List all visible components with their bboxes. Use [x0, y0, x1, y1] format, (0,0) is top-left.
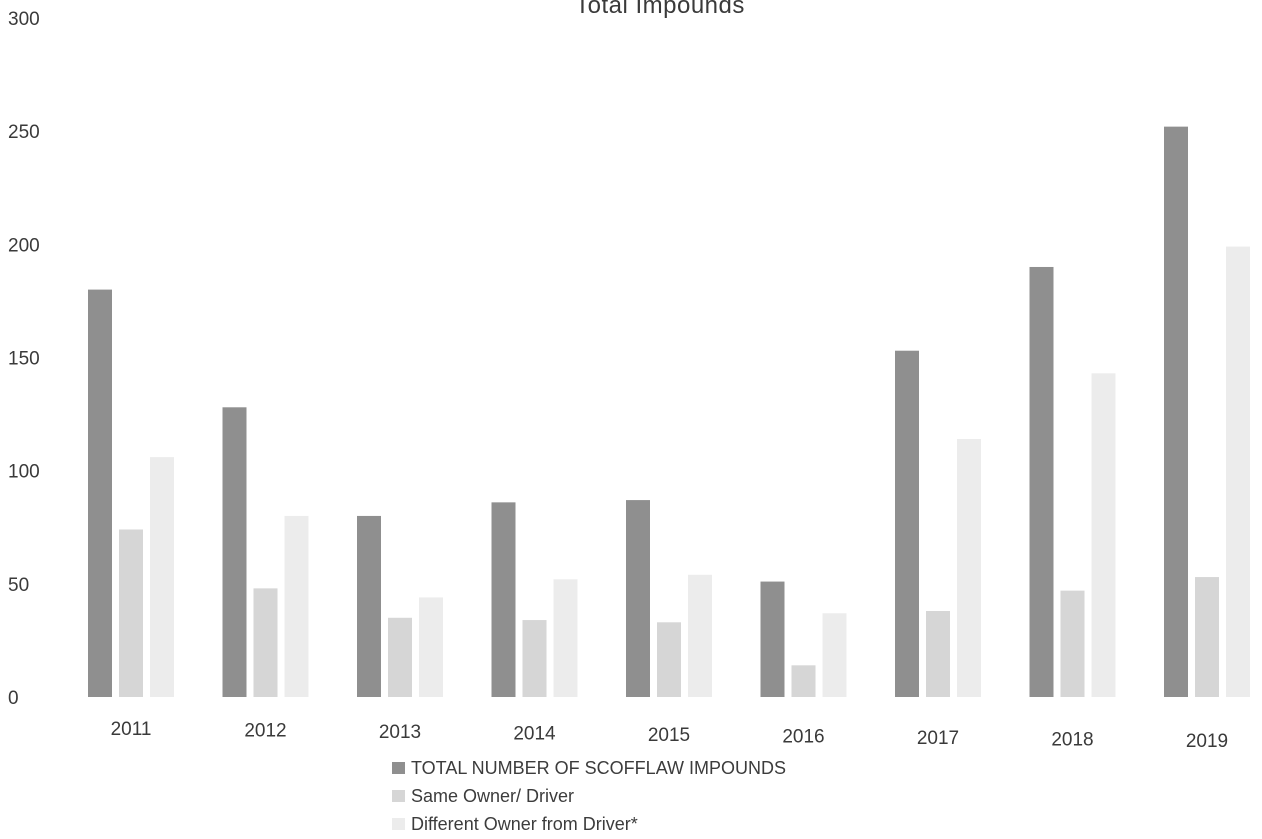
bar-2012-series-0	[222, 407, 247, 697]
bar-2011-series-2	[150, 457, 174, 697]
legend-swatch-different-owner	[392, 818, 405, 830]
bar-2014-series-1	[522, 620, 547, 697]
x-tick-label: 2018	[1051, 730, 1093, 751]
bar-2017-series-1	[926, 610, 950, 697]
bar-2013-series-2	[419, 597, 443, 697]
legend-swatch-same-owner	[392, 790, 405, 802]
bar-2013-series-1	[388, 617, 412, 697]
bar-2017-series-0	[895, 350, 919, 697]
x-tick-label: 2014	[513, 724, 556, 745]
bar-2019-series-1	[1195, 577, 1219, 697]
legend: TOTAL NUMBER OF SCOFFLAW IMPOUNDS Same O…	[392, 754, 786, 838]
legend-item-same-owner: Same Owner/ Driver	[392, 782, 786, 810]
bar-2015-series-2	[688, 574, 712, 697]
bar-2015-series-1	[657, 622, 681, 697]
y-tick-label: 300	[8, 9, 40, 30]
bar-2014-series-0	[491, 502, 516, 697]
x-tick-label: 2013	[379, 722, 421, 743]
bar-2018-series-0	[1029, 266, 1054, 697]
bar-2012-series-1	[253, 588, 278, 697]
y-tick-label: 50	[8, 575, 29, 596]
bar-2013-series-0	[357, 515, 381, 697]
x-tick-label: 2015	[648, 725, 690, 746]
bar-2017-series-2	[957, 438, 981, 697]
x-tick-label: 2019	[1186, 731, 1228, 752]
bar-2015-series-0	[626, 500, 650, 697]
bar-2018-series-2	[1091, 373, 1116, 697]
bar-2019-series-0	[1164, 126, 1188, 697]
x-tick-label: 2012	[244, 721, 286, 742]
bar-2011-series-0	[88, 289, 112, 697]
y-tick-label: 0	[8, 688, 19, 709]
x-tick-label: 2011	[111, 719, 152, 740]
legend-label-same-owner: Same Owner/ Driver	[411, 785, 575, 806]
bar-2016-series-0	[760, 581, 785, 697]
legend-swatch-total	[392, 762, 405, 774]
bar-2012-series-2	[284, 515, 309, 697]
legend-label-total: TOTAL NUMBER OF SCOFFLAW IMPOUNDS	[411, 757, 787, 778]
bar-2018-series-1	[1060, 590, 1085, 697]
bar-2014-series-2	[553, 579, 578, 697]
legend-item-total: TOTAL NUMBER OF SCOFFLAW IMPOUNDS	[392, 754, 786, 782]
y-tick-label: 200	[8, 235, 40, 256]
y-tick-label: 150	[8, 349, 40, 370]
y-tick-label: 250	[8, 122, 40, 143]
bar-2011-series-1	[119, 529, 143, 697]
chart-title: Total Impounds	[575, 0, 745, 19]
x-tick-label: 2016	[782, 727, 824, 748]
legend-label-different-owner: Different Owner from Driver*	[411, 813, 638, 834]
x-tick-label: 2017	[917, 728, 959, 749]
y-tick-label: 100	[8, 462, 40, 483]
bar-2016-series-2	[822, 613, 847, 697]
bar-2016-series-1	[791, 665, 816, 697]
bar-2019-series-2	[1226, 246, 1250, 697]
legend-item-different-owner: Different Owner from Driver*	[392, 810, 786, 838]
